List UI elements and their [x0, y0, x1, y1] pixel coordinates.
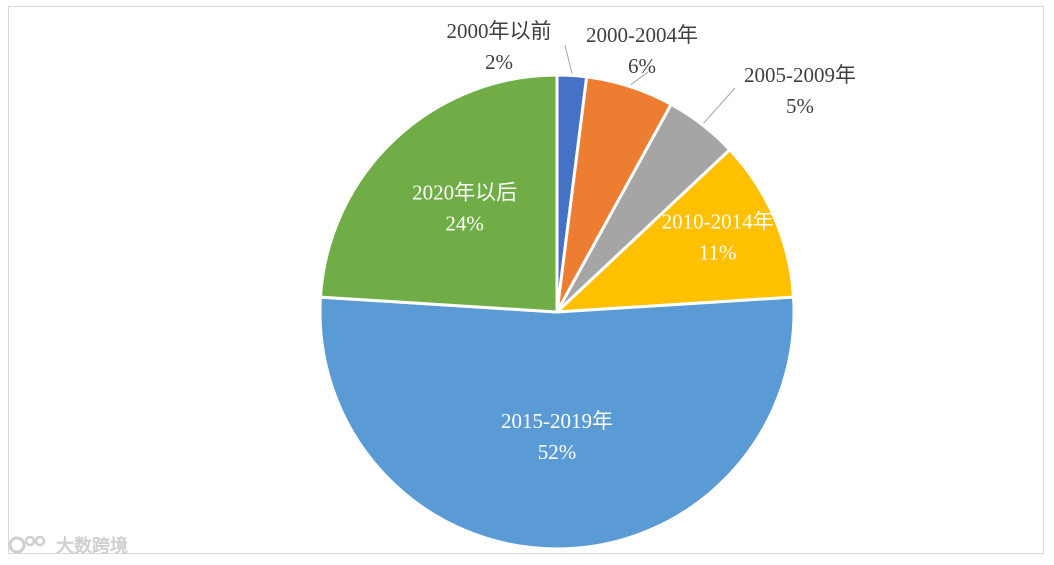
slice-category-label-3: 2005-2009年 [744, 63, 856, 87]
leader-lines [564, 44, 736, 124]
slice-category-label-5: 2015-2019年 [501, 409, 613, 433]
pie-slice-4 [555, 148, 796, 314]
slice-category-label-6: 2020年以后 [412, 181, 517, 205]
pie-slice-5 [318, 295, 796, 551]
leader-line-2 [630, 71, 649, 86]
slice-value-label-5: 52% [538, 440, 577, 464]
slice-value-label-4: 11% [699, 241, 737, 265]
watermark: 大数跨境 [8, 532, 128, 558]
leader-line-3 [703, 87, 736, 124]
slice-category-label-1: 2000年以前 [447, 19, 552, 43]
watermark-logo-icon [8, 535, 46, 554]
slice-category-label-2: 2000-2004年 [586, 23, 698, 47]
pie-slices [318, 73, 796, 551]
leader-line-1 [564, 44, 573, 74]
watermark-text: 大数跨境 [56, 536, 128, 557]
slice-value-label-1: 2% [485, 50, 513, 74]
slice-value-label-2: 6% [628, 54, 656, 78]
slice-labels: 2000年以前 2% 2000-2004年 6% 2005-2009年 5% 2010-20… [412, 19, 856, 464]
slice-category-label-4: 2010-2014年 [662, 210, 774, 234]
slice-value-label-6: 24% [445, 212, 484, 236]
pie-slice-6 [318, 73, 559, 314]
slice-value-label-3: 5% [786, 94, 814, 118]
